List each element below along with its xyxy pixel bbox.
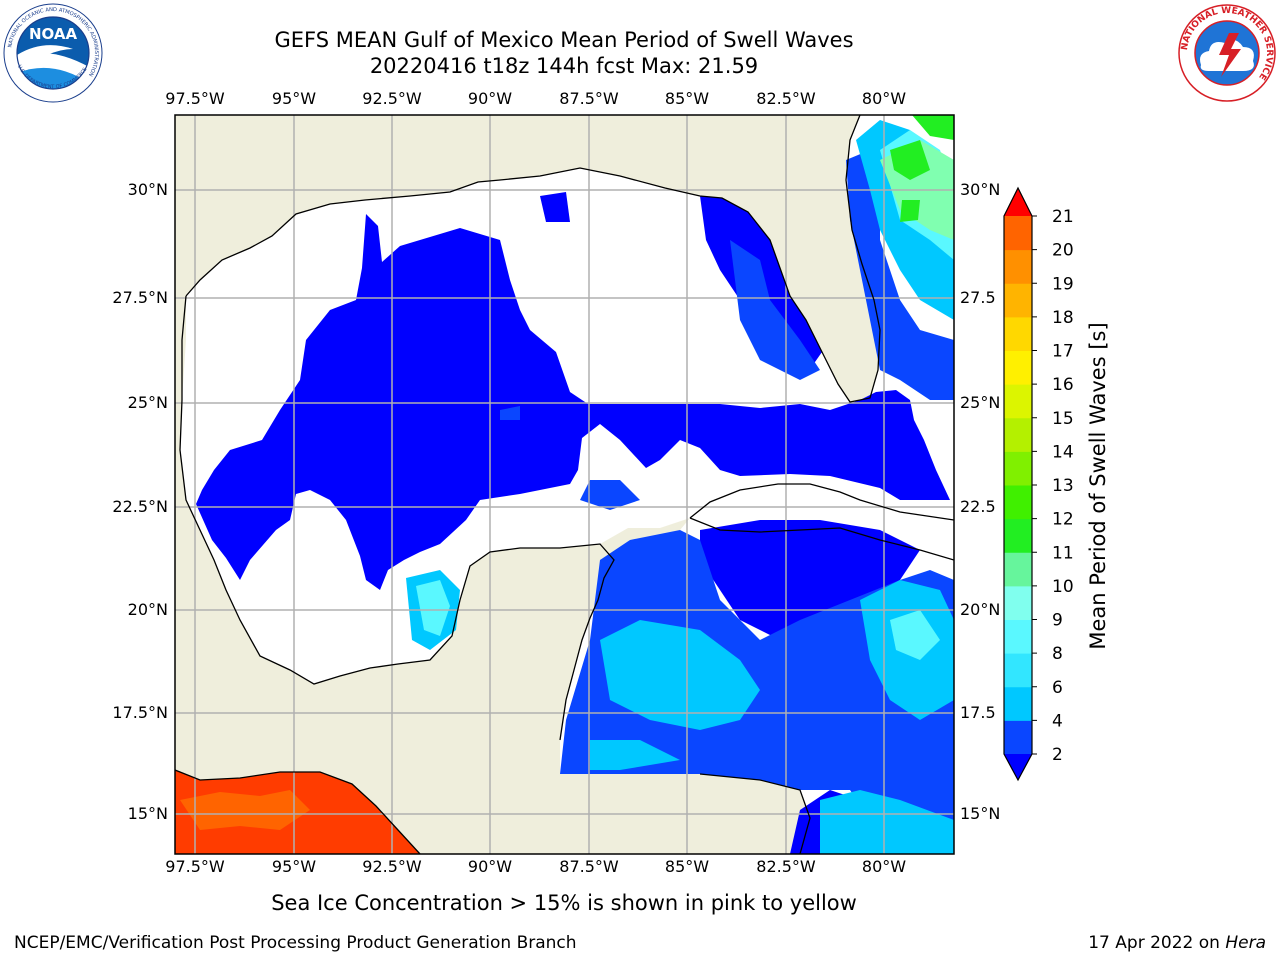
- noaa-logo: NOAA NATIONAL OCEANIC AND ATMOSPHERIC AD…: [3, 3, 103, 103]
- chart-subtitle: 20220416 t18z 144h fcst Max: 21.59: [369, 54, 759, 78]
- colorbar-tick-label: 15: [1052, 409, 1074, 429]
- chart-title: GEFS MEAN Gulf of Mexico Mean Period of …: [274, 28, 854, 52]
- colorbar-tick-label: 8: [1052, 644, 1063, 664]
- footer-host: Hera: [1225, 933, 1266, 953]
- axis-tick-label: 80°W: [861, 89, 907, 108]
- axis-tick-label: 80°W: [861, 857, 907, 876]
- axis-tick-label: 30°N: [960, 180, 1001, 199]
- axis-tick-label: 27.5°N: [112, 288, 168, 307]
- axis-tick-label: 90°W: [467, 857, 513, 876]
- noaa-logo-wordmark: NOAA: [29, 25, 78, 43]
- colorbar-tick-label: 6: [1052, 678, 1063, 698]
- axis-tick-label: 82.5°W: [756, 89, 816, 108]
- colorbar-under-arrow: [1004, 754, 1032, 780]
- axis-tick-label: 25°N: [960, 393, 1001, 412]
- axis-tick-label: 25°N: [127, 393, 168, 412]
- axis-tick-label: 92.5°W: [362, 89, 422, 108]
- colorbar-segment: [1004, 384, 1032, 419]
- footer-date: 17 Apr 2022 on Hera: [1088, 932, 1266, 954]
- colorbar-tick-label: 11: [1052, 543, 1074, 563]
- colorbar-tick-label: 17: [1052, 342, 1074, 362]
- sea-ice-caption: Sea Ice Concentration > 15% is shown in …: [271, 891, 857, 915]
- footer-date-text: 17 Apr 2022 on: [1088, 933, 1226, 953]
- colorbar-segment: [1004, 283, 1032, 318]
- colorbar-segment: [1004, 485, 1032, 520]
- axis-tick-label: 97.5°W: [165, 857, 225, 876]
- axis-tick-label: 27.5: [960, 288, 996, 307]
- colorbar-tick-label: 20: [1052, 241, 1074, 261]
- colorbar-segment: [1004, 686, 1032, 721]
- axis-tick-label: 90°W: [467, 89, 513, 108]
- colorbar-segment: [1004, 417, 1032, 452]
- colorbar-tick-label: 4: [1052, 711, 1063, 731]
- colorbar-tick-label: 10: [1052, 577, 1074, 597]
- colorbar-tick-label: 13: [1052, 476, 1074, 496]
- colorbar-segment: [1004, 518, 1032, 553]
- colorbar-tick-label: 12: [1052, 510, 1074, 530]
- axis-tick-label: 15°N: [127, 804, 168, 823]
- axis-tick-label: 95°W: [271, 89, 317, 108]
- map-gridlines: [175, 115, 954, 854]
- axis-tick-label: 87.5°W: [559, 857, 619, 876]
- axis-tick-label: 17.5: [960, 703, 996, 722]
- coastlines: [175, 115, 954, 854]
- colorbar-label-text: Mean Period of Swell Waves [s]: [1086, 322, 1110, 650]
- axis-tick-label: 82.5°W: [756, 857, 816, 876]
- colorbar: 2 4 6 8 9 10 11 12 13 14 15 16 17 18 19 20 21: [1003, 186, 1074, 782]
- axis-tick-label: 92.5°W: [362, 857, 422, 876]
- colorbar-tick-label: 19: [1052, 274, 1074, 294]
- colorbar-segment: [1004, 451, 1032, 486]
- axis-tick-label: 15°N: [960, 804, 1001, 823]
- nws-logo: NATIONAL WEATHER SERVICE: [1178, 4, 1276, 102]
- axis-tick-label: 20°N: [127, 600, 168, 619]
- colorbar-tick-label: 16: [1052, 375, 1074, 395]
- colorbar-tick-label: 2: [1052, 745, 1063, 765]
- footer-credit: NCEP/EMC/Verification Post Processing Pr…: [14, 933, 577, 953]
- map-frame: [174, 114, 955, 855]
- colorbar-over-arrow: [1004, 188, 1032, 216]
- colorbar-segment: [1004, 552, 1032, 587]
- colorbar-tick-label: 9: [1052, 611, 1063, 631]
- colorbar-segment: [1004, 350, 1032, 385]
- colorbar-segment: [1004, 249, 1032, 284]
- axis-tick-label: 22.5°N: [112, 497, 168, 516]
- colorbar-tick-label: 14: [1052, 442, 1074, 462]
- axis-tick-label: 30°N: [127, 180, 168, 199]
- colorbar-segment: [1004, 653, 1032, 688]
- colorbar-segment: [1004, 585, 1032, 620]
- axis-tick-label: 95°W: [271, 857, 317, 876]
- colorbar-segment: [1004, 720, 1032, 755]
- axis-tick-label: 87.5°W: [559, 89, 619, 108]
- pacific-orange-patches: [180, 790, 310, 830]
- axis-tick-label: 97.5°W: [165, 89, 225, 108]
- colorbar-segment: [1004, 316, 1032, 351]
- axis-tick-label: 85°W: [664, 89, 710, 108]
- axis-tick-label: 17.5°N: [112, 703, 168, 722]
- colorbar-segment: [1004, 619, 1032, 654]
- colorbar-tick-label: 18: [1052, 308, 1074, 328]
- colorbar-segment: [1004, 216, 1032, 251]
- axis-tick-label: 20°N: [960, 600, 1001, 619]
- axis-tick-label: 85°W: [664, 857, 710, 876]
- colorbar-tick-label: 21: [1052, 207, 1074, 227]
- axis-tick-label: 22.5: [960, 497, 996, 516]
- swell-band-10-11s: [890, 115, 954, 222]
